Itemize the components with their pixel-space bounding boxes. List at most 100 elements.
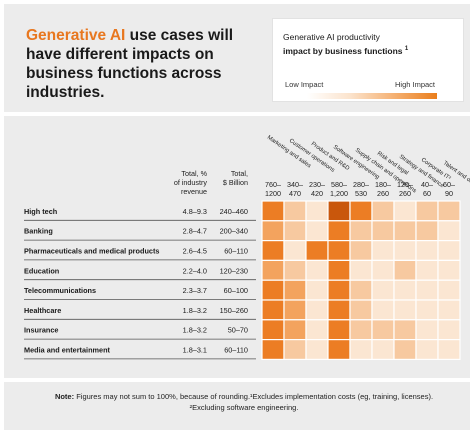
- function-range-label: 260: [399, 189, 411, 198]
- industry-label: High tech: [24, 207, 57, 216]
- industry-label: Education: [24, 266, 59, 275]
- heatmap-cell: [283, 339, 307, 361]
- industry-total-pct: 2.2–4.0: [183, 266, 207, 275]
- industry-total-usd: 60–100: [224, 286, 248, 295]
- heatmap-cell: [393, 200, 417, 222]
- heatmap-cell: [415, 220, 439, 242]
- heatmap-cell: [415, 319, 439, 341]
- heatmap-cell: [371, 279, 395, 301]
- heatmap-cell: [437, 319, 461, 341]
- industry-total-pct: 2.6–4.5: [183, 247, 207, 256]
- heatmap-cell: [415, 259, 439, 281]
- industry-label: Media and entertainment: [24, 346, 111, 355]
- heatmap-cell: [393, 259, 417, 281]
- legend-title-line1: Generative AI productivity: [283, 32, 380, 42]
- heatmap-cell: [349, 339, 373, 361]
- function-range-label: 1,200: [330, 189, 348, 198]
- legend-title: Generative AI productivity impact by bus…: [283, 31, 408, 57]
- function-range-label: 60: [423, 189, 431, 198]
- heatmap-cell: [371, 220, 395, 242]
- industry-total-pct: 1.8–3.1: [183, 346, 207, 355]
- title-rest: use cases will have different impacts on…: [26, 27, 234, 101]
- legend-high-label: High Impact: [395, 80, 436, 89]
- heatmap-cell: [437, 239, 461, 261]
- function-range-label: 260: [377, 189, 389, 198]
- heatmap-cell: [283, 200, 307, 222]
- heatmap-cell: [261, 220, 285, 242]
- note-label: Note:: [54, 392, 75, 401]
- function-range-label: 580–: [331, 180, 347, 189]
- title-accent: Generative AI: [26, 27, 126, 44]
- industry-label: Insurance: [24, 326, 58, 335]
- function-range-label: 470: [289, 189, 301, 198]
- legend: Generative AI productivity impact by bus…: [272, 18, 464, 102]
- function-range-label: 1200: [265, 189, 281, 198]
- heatmap-cell: [393, 319, 417, 341]
- heatmap-panel: Total, % of industry revenue Total, $ Billio…: [4, 116, 470, 378]
- heatmap-cell: [437, 200, 461, 222]
- heatmap-cell: [437, 279, 461, 301]
- heatmap-cell: [305, 339, 329, 361]
- note-panel: Note: Figures may not sum to 100%, becau…: [4, 382, 470, 430]
- industry-total-usd: 60–110: [224, 247, 248, 256]
- heatmap-cell: [437, 339, 461, 361]
- industry-total-usd: 50–70: [228, 326, 248, 335]
- heatmap-cell: [327, 259, 351, 281]
- heatmap-cell: [327, 239, 351, 261]
- heatmap-cell: [327, 319, 351, 341]
- heatmap-cell: [261, 200, 285, 222]
- heatmap-cell: [393, 220, 417, 242]
- heatmap-cell: [261, 239, 285, 261]
- heatmap-cell: [305, 259, 329, 281]
- industry-total-usd: 120–230: [220, 266, 248, 275]
- industry-total-pct: 2.8–4.7: [183, 227, 207, 236]
- function-range-label: 40–: [421, 180, 433, 189]
- heatmap-cell: [349, 220, 373, 242]
- legend-gradient-bar: [307, 93, 437, 99]
- function-range-label: 280–: [353, 180, 369, 189]
- function-range-label: 340–: [287, 180, 303, 189]
- function-range-label: 420: [311, 189, 323, 198]
- heatmap-cell: [305, 220, 329, 242]
- total-pct-header-line: revenue: [181, 187, 207, 196]
- heatmap-cell: [327, 279, 351, 301]
- industry-total-pct: 4.8–9.3: [183, 207, 207, 216]
- heatmap-cell: [261, 319, 285, 341]
- heatmap-cell: [327, 299, 351, 321]
- total-pct-header-line: of industry: [174, 178, 208, 187]
- function-range-label: 760–: [265, 180, 281, 189]
- heatmap-cell: [283, 220, 307, 242]
- heatmap-cell: [371, 239, 395, 261]
- heatmap-cell: [371, 259, 395, 281]
- heatmap-cell: [349, 239, 373, 261]
- header-panel: Generative AI use cases will have differ…: [4, 4, 470, 112]
- heatmap-cell: [349, 200, 373, 222]
- heatmap-cell: [305, 279, 329, 301]
- industry-total-pct: 1.8–3.2: [183, 326, 207, 335]
- heatmap-cell: [283, 239, 307, 261]
- heatmap-cell: [261, 339, 285, 361]
- heatmap-cell: [283, 299, 307, 321]
- heatmap-cell: [305, 200, 329, 222]
- heatmap-cell: [437, 259, 461, 281]
- heatmap-cell: [327, 339, 351, 361]
- heatmap-cell: [261, 279, 285, 301]
- heatmap-cell: [393, 339, 417, 361]
- heatmap-cell: [437, 299, 461, 321]
- industry-total-pct: 1.8–3.2: [183, 306, 207, 315]
- heatmap-cell: [261, 299, 285, 321]
- function-range-label: 180–: [375, 180, 391, 189]
- function-range-label: 120–: [397, 180, 413, 189]
- heatmap-cell: [349, 259, 373, 281]
- function-range-label: 230–: [309, 180, 325, 189]
- heatmap-cell: [415, 299, 439, 321]
- heatmap-cell: [371, 319, 395, 341]
- industry-total-usd: 150–260: [220, 306, 248, 315]
- industry-label: Telecommunications: [24, 286, 96, 295]
- heatmap-cell: [327, 200, 351, 222]
- total-usd-header-line: $ Billion: [223, 178, 248, 187]
- function-range-label: 60–: [443, 180, 455, 189]
- heatmap-cell: [349, 279, 373, 301]
- function-range-label: 90: [445, 189, 453, 198]
